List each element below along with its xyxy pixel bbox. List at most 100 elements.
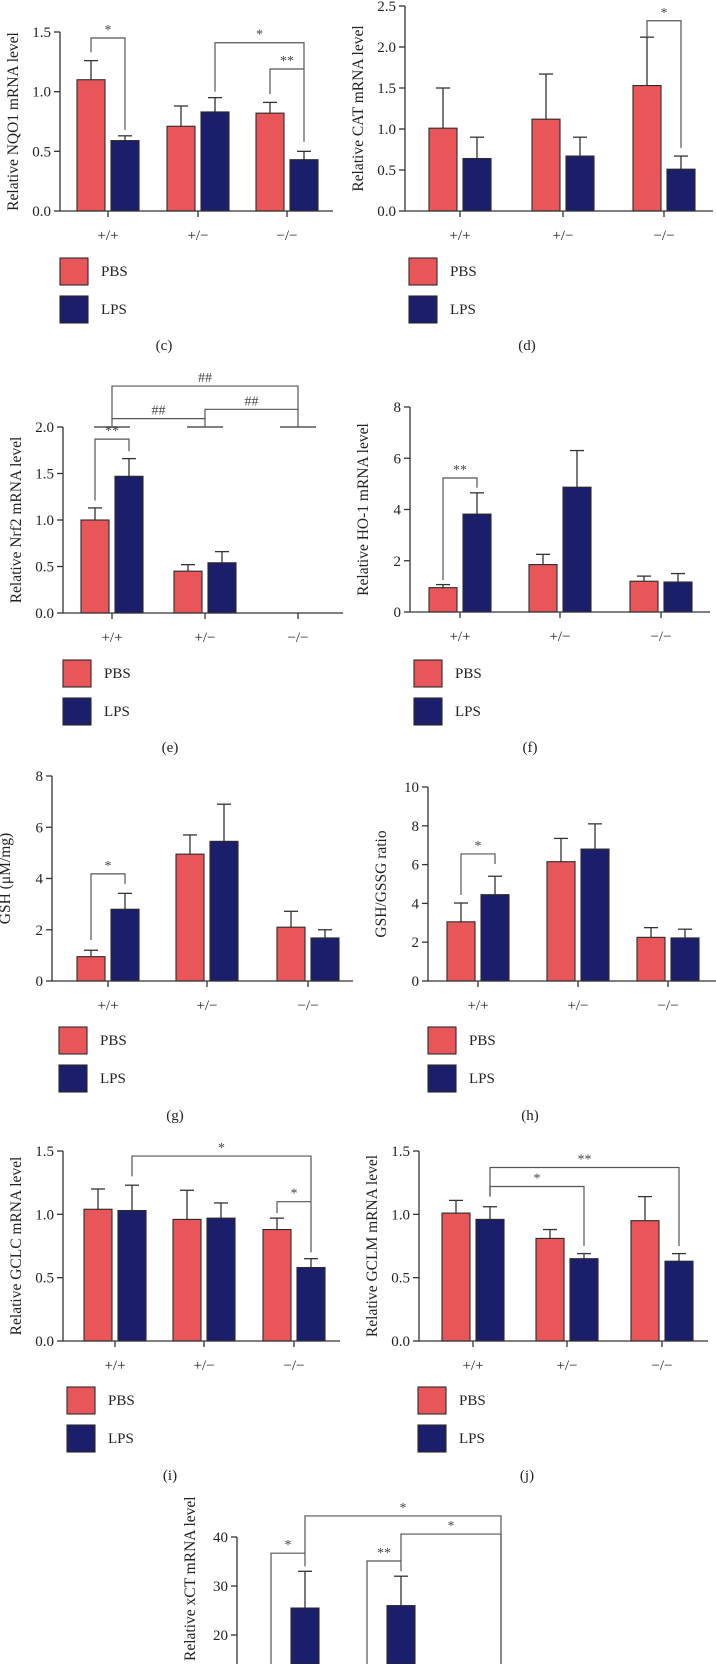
bar-pbs: [531, 118, 561, 212]
panel-label: (g): [166, 1108, 184, 1124]
bar-pbs: [175, 853, 205, 982]
panel-label: (i): [163, 1468, 177, 1484]
significance-bracket: [111, 418, 206, 427]
x-tick-label: +/+: [97, 228, 118, 244]
x-tick-label: −/−: [657, 998, 678, 1014]
bar-lps: [207, 562, 237, 614]
significance-label: *: [105, 859, 112, 874]
legend-label: LPS: [101, 302, 127, 318]
significance-label: ##: [152, 404, 166, 419]
bar-pbs: [428, 587, 458, 613]
y-tick-label: 8: [394, 400, 402, 416]
y-tick-label: 0.5: [35, 560, 54, 576]
y-tick-label: 10: [404, 780, 419, 796]
significance-label: *: [475, 839, 482, 854]
bar-lps: [110, 908, 140, 982]
significance-label: ##: [245, 394, 259, 409]
x-tick-label: +/−: [556, 1358, 577, 1374]
bar-lps: [386, 1605, 416, 1664]
legend-label: PBS: [450, 264, 477, 280]
x-tick-label: −/−: [297, 998, 318, 1014]
significance-label: *: [256, 28, 263, 43]
bar-pbs: [446, 921, 476, 982]
y-tick-label: 0.5: [391, 1271, 410, 1287]
y-tick-label: 1.0: [35, 1207, 54, 1223]
legend-swatch-pbs: [59, 257, 89, 286]
y-tick-label: 2: [394, 554, 402, 570]
significance-label: **: [578, 1152, 592, 1167]
significance-label: *: [218, 1141, 225, 1156]
legend-label: LPS: [450, 302, 476, 318]
legend-label: PBS: [101, 264, 128, 280]
y-axis-label: Relative GCLM mRNA level: [364, 1155, 381, 1337]
bar-pbs: [632, 84, 662, 212]
bar-lps: [296, 1266, 326, 1342]
legend-swatch-pbs: [62, 659, 92, 688]
x-tick-label: −/−: [283, 1358, 304, 1374]
y-axis-label: Relative HO-1 mRNA level: [355, 423, 372, 596]
panel-label: (j): [520, 1468, 534, 1484]
significance-bracket: [366, 1560, 402, 1664]
significance-label: *: [400, 1501, 407, 1516]
x-tick-label: −/−: [653, 228, 674, 244]
significance-label: **: [105, 424, 119, 439]
x-tick-label: −/−: [276, 228, 297, 244]
x-tick-label: −/−: [651, 1358, 672, 1374]
bar-lps: [666, 168, 696, 212]
significance-bracket: [94, 438, 130, 501]
bar-lps: [664, 1260, 694, 1342]
bar-pbs: [276, 926, 306, 982]
y-tick-label: 30: [213, 1579, 228, 1595]
significance-bracket: [269, 68, 304, 95]
bar-lps: [480, 894, 510, 982]
y-tick-label: 1.5: [377, 81, 396, 97]
bar-pbs: [528, 564, 558, 613]
bar-lps: [200, 111, 230, 212]
bar-pbs: [629, 580, 659, 613]
legend-swatch-lps: [417, 1424, 447, 1453]
x-tick-label: +/+: [449, 629, 470, 645]
legend-label: LPS: [455, 704, 481, 720]
significance-label: *: [448, 1519, 455, 1534]
chart-panel-e: +/+ +/− −/− 0.0 0.5 1.0 1.5 2.0 Relative Nrf2 mR…: [8, 371, 343, 756]
bar-lps: [110, 140, 140, 212]
bar-lps: [670, 937, 700, 982]
y-tick-label: 4: [36, 872, 44, 888]
y-tick-label: 0.0: [32, 204, 51, 220]
bar-pbs: [428, 127, 458, 212]
chart-panel-c: +/+ +/− −/− 0.0 0.5 1.0 1.5 Relative NQO1 mRNA …: [5, 23, 333, 354]
y-tick-label: 1.5: [35, 467, 54, 483]
legend-swatch-pbs: [413, 659, 443, 688]
significance-bracket: [90, 37, 126, 130]
y-tick-label: 2: [36, 923, 44, 939]
bar-pbs: [636, 936, 666, 982]
bar-lps: [462, 157, 492, 212]
x-tick-label: +/−: [549, 629, 570, 645]
legend-swatch-lps: [58, 1064, 88, 1093]
y-tick-label: 0.0: [377, 204, 396, 220]
bar-pbs: [172, 1218, 202, 1342]
y-tick-label: 1.0: [35, 513, 54, 529]
bar-lps: [289, 159, 319, 212]
significance-label: ##: [198, 371, 212, 386]
y-tick-label: 1.0: [391, 1207, 410, 1223]
panel-label: (e): [162, 740, 179, 756]
y-axis-label: GSH/GSSG ratio: [373, 830, 390, 937]
significance-bracket: [489, 1166, 680, 1246]
bar-pbs: [83, 1208, 113, 1342]
legend-swatch-lps: [413, 697, 443, 726]
panel-label: (c): [156, 338, 173, 354]
bar-pbs: [80, 519, 110, 614]
y-tick-label: 4: [394, 503, 402, 519]
bar-pbs: [262, 1228, 292, 1342]
legend-swatch-pbs: [58, 1026, 88, 1055]
legend-label: LPS: [100, 1071, 126, 1087]
bar-lps: [310, 937, 340, 982]
significance-bracket: [304, 1515, 502, 1664]
x-tick-label: +/+: [97, 998, 118, 1014]
bar-pbs: [166, 125, 196, 212]
legend-label: LPS: [108, 1431, 134, 1447]
x-tick-label: +/+: [101, 630, 122, 646]
significance-label: **: [280, 54, 294, 69]
